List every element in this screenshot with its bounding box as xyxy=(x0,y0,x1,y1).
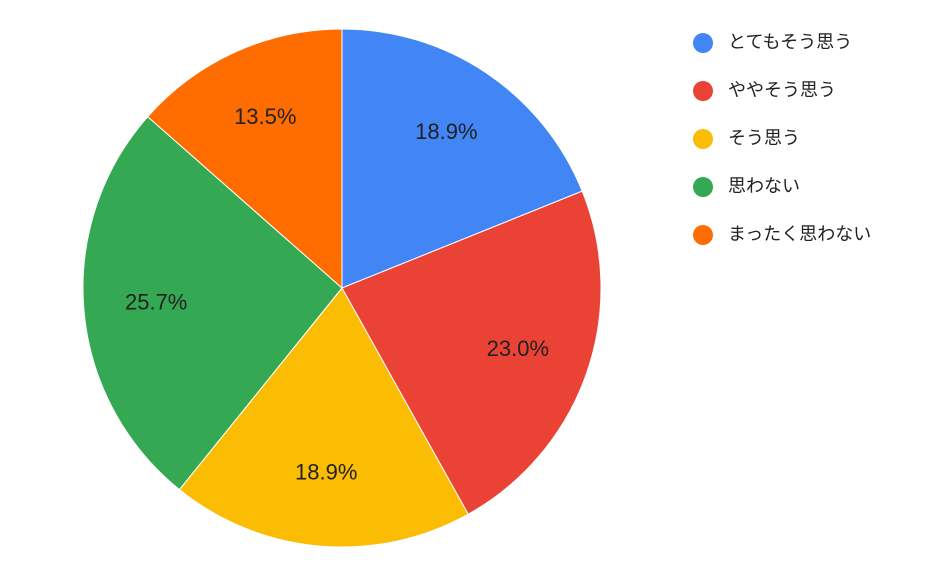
pie-slice xyxy=(82,116,343,491)
legend-label: まったく思わない xyxy=(728,224,871,244)
slice-label: 13.5% xyxy=(234,104,296,129)
slice-label: 18.9% xyxy=(295,460,357,485)
slice-label: 18.9% xyxy=(415,119,477,144)
legend-marker xyxy=(693,177,713,197)
pie-slice xyxy=(147,28,343,290)
slice-label: 25.7% xyxy=(125,290,187,315)
pie-slice xyxy=(178,287,469,548)
slice-label: 23.0% xyxy=(487,336,549,361)
legend-marker xyxy=(693,33,713,53)
legend-label: そう思う xyxy=(728,128,800,148)
pie-slice xyxy=(341,28,583,289)
pie-slice xyxy=(341,190,602,515)
legend-marker xyxy=(693,81,713,101)
legend-label: ややそう思う xyxy=(728,80,836,100)
legend-marker xyxy=(693,129,713,149)
legend-label: 思わない xyxy=(728,176,800,196)
legend-marker xyxy=(693,225,713,245)
legend-label: とてもそう思う xyxy=(728,32,852,52)
